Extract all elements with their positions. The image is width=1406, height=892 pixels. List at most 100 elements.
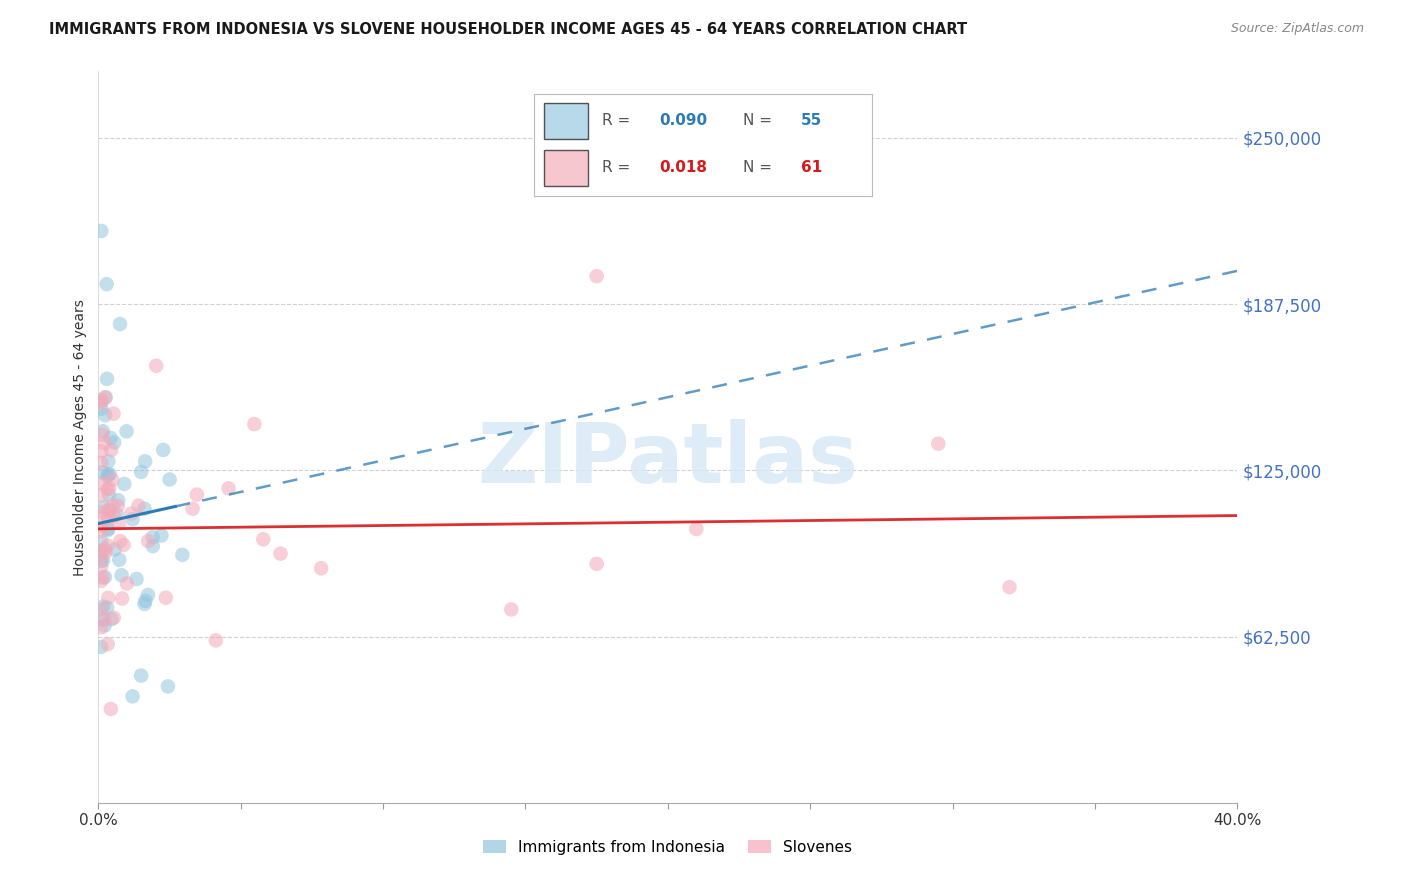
Point	[100, 702, 122, 716]
Text: 0.018: 0.018	[659, 160, 707, 175]
Point	[120, 507, 142, 521]
Point	[96, 469, 118, 483]
Text: R =: R =	[602, 112, 630, 128]
Point	[97, 523, 120, 537]
Point	[100, 431, 122, 445]
Point	[91, 599, 114, 614]
Point	[90, 574, 112, 588]
Point	[94, 391, 117, 405]
Point	[186, 487, 208, 501]
Point	[90, 620, 112, 634]
Text: R =: R =	[602, 160, 630, 175]
Y-axis label: Householder Income Ages 45 - 64 years: Householder Income Ages 45 - 64 years	[73, 299, 87, 575]
Point	[94, 408, 117, 422]
Point	[90, 548, 112, 562]
Point	[97, 502, 120, 516]
Point	[142, 530, 165, 544]
Point	[103, 407, 125, 421]
Point	[127, 499, 149, 513]
Point	[91, 505, 114, 519]
Point	[134, 501, 156, 516]
Point	[136, 533, 159, 548]
Point	[90, 559, 112, 574]
Point	[270, 547, 292, 561]
Point	[90, 554, 112, 568]
Point	[252, 533, 274, 547]
Point	[97, 522, 120, 536]
Point	[136, 588, 159, 602]
Point	[98, 467, 121, 482]
Point	[121, 690, 143, 704]
Point	[142, 539, 165, 553]
Point	[96, 538, 118, 552]
Point	[218, 481, 240, 495]
Legend: Immigrants from Indonesia, Slovenes: Immigrants from Indonesia, Slovenes	[477, 834, 859, 861]
Point	[90, 401, 112, 416]
Point	[93, 500, 115, 515]
Point	[97, 591, 120, 605]
Point	[93, 436, 115, 450]
Point	[104, 542, 127, 557]
Point	[96, 277, 118, 292]
Point	[91, 424, 114, 438]
Point	[91, 571, 114, 585]
Point	[90, 224, 112, 238]
Point	[91, 553, 114, 567]
Point	[181, 501, 204, 516]
Point	[159, 473, 181, 487]
Text: N =: N =	[744, 112, 772, 128]
Point	[105, 507, 128, 521]
Point	[998, 580, 1021, 594]
Point	[90, 488, 112, 502]
Point	[150, 528, 173, 542]
Point	[101, 473, 124, 487]
Point	[108, 553, 131, 567]
Point	[112, 538, 135, 552]
Point	[103, 435, 125, 450]
Point	[90, 602, 112, 616]
Point	[91, 427, 114, 442]
Point	[107, 499, 129, 513]
Point	[93, 613, 115, 627]
Point	[134, 454, 156, 468]
Point	[97, 637, 120, 651]
Point	[103, 508, 125, 523]
Point	[108, 317, 131, 331]
Point	[94, 542, 117, 557]
Point	[156, 679, 179, 693]
Point	[685, 522, 707, 536]
Point	[927, 436, 949, 450]
Text: 0.090: 0.090	[659, 112, 707, 128]
Point	[90, 640, 112, 654]
Point	[91, 476, 114, 491]
Point	[204, 633, 226, 648]
Point	[90, 518, 112, 533]
Point	[90, 524, 112, 539]
Point	[91, 466, 114, 480]
Point	[97, 510, 120, 524]
Point	[129, 465, 152, 479]
Point	[90, 396, 112, 410]
Point	[96, 372, 118, 386]
Point	[110, 568, 132, 582]
Point	[90, 393, 112, 408]
Point	[94, 570, 117, 584]
Point	[585, 557, 607, 571]
Point	[108, 516, 131, 530]
Point	[134, 597, 156, 611]
Point	[98, 503, 121, 517]
Point	[129, 668, 152, 682]
FancyBboxPatch shape	[544, 150, 588, 186]
Point	[110, 534, 132, 549]
Point	[96, 482, 118, 496]
Point	[107, 493, 129, 508]
FancyBboxPatch shape	[544, 103, 588, 139]
Point	[90, 543, 112, 558]
Point	[243, 417, 266, 431]
Point	[90, 444, 112, 458]
Point	[97, 467, 120, 482]
Point	[100, 612, 122, 626]
Point	[172, 548, 194, 562]
Point	[145, 359, 167, 373]
Point	[90, 612, 112, 626]
